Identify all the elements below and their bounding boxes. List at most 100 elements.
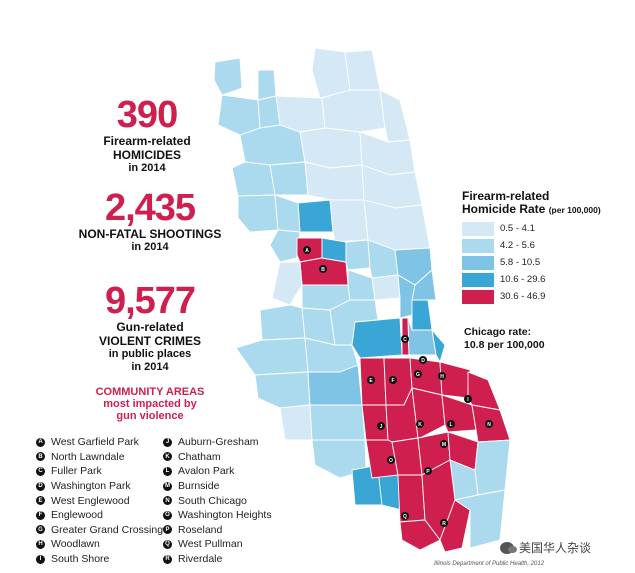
map-marker (438, 372, 446, 380)
area-region (321, 237, 347, 263)
map-marker-label: M (442, 442, 446, 448)
area-region (344, 49, 381, 91)
stat-shootings-number: 2,435 (104, 187, 196, 229)
stat-homicides-number: 390 (116, 94, 178, 136)
map-marker-label: I (467, 397, 469, 403)
area-region (411, 387, 446, 439)
area-name: Washington Heights (178, 509, 272, 522)
area-region (274, 194, 301, 233)
list-item: Q West Pullman (163, 537, 272, 552)
legend-item: 4.2 - 5.6 (462, 238, 632, 254)
legend-label: 10.6 - 29.6 (500, 274, 546, 286)
stat-violent-crimes-number: 9,577 (104, 280, 196, 322)
list-item: N South Chicago (163, 493, 272, 508)
map-marker-label: A (305, 248, 309, 254)
map-marker-label: K (418, 422, 422, 428)
area-badge: C (36, 466, 45, 476)
area-badge: B (36, 452, 45, 462)
legend-label: 30.6 - 46.9 (500, 291, 546, 303)
area-badge: P (163, 525, 172, 535)
area-region (311, 47, 351, 99)
area-name: Burnside (178, 480, 220, 493)
list-item: O Washington Heights (163, 508, 272, 523)
list-item: A West Garfield Park (36, 435, 163, 450)
map-marker-label: B (321, 267, 325, 273)
area-badge: A (36, 437, 45, 447)
area-region (379, 89, 411, 143)
map-marker-label: D (421, 358, 425, 364)
stat-shootings-line: NON-FATAL SHOOTINGS (78, 227, 222, 241)
area-name: Woodlawn (51, 538, 100, 551)
map-marker-label: P (426, 469, 430, 475)
list-item: L Avalon Park (163, 464, 272, 479)
area-region (217, 94, 261, 136)
area-region (279, 404, 313, 441)
area-badge: H (36, 539, 45, 549)
map-marker (464, 395, 472, 403)
map-marker (389, 376, 397, 384)
area-region (213, 57, 243, 96)
area-region (297, 199, 334, 233)
map-marker (424, 467, 432, 475)
area-region (439, 499, 471, 553)
area-name: South Shore (51, 553, 110, 566)
area-badge: J (163, 437, 172, 447)
area-name: Auburn-Gresham (178, 436, 259, 449)
area-badge: Q (163, 539, 172, 549)
community-heading-line: gun violence (116, 410, 184, 422)
area-badge: O (163, 510, 172, 520)
area-name: West Pullman (178, 538, 243, 551)
area-region (371, 274, 401, 301)
area-region (397, 274, 416, 319)
list-item: F Englewood (36, 508, 163, 523)
stat-homicides-line: HOMICIDES (112, 148, 181, 162)
list-item: D Washington Park (36, 479, 163, 494)
map-marker-label: R (442, 521, 446, 527)
map-marker (303, 246, 311, 254)
stat-violent-crimes-line: in public places (108, 348, 192, 360)
legend-title-unit: (per 100,000) (548, 205, 601, 215)
area-badge: E (36, 496, 45, 506)
area-region (309, 404, 366, 441)
legend-swatch (462, 255, 494, 270)
map-marker-label: N (487, 422, 491, 428)
area-region (304, 161, 365, 203)
area-region (271, 261, 303, 306)
area-name: North Lawndale (51, 450, 125, 463)
stat-homicides: 390 Firearm-related HOMICIDES in 2014 (82, 96, 212, 175)
map-marker (419, 356, 427, 364)
area-region (474, 439, 511, 496)
list-item: J Auburn-Gresham (163, 435, 272, 450)
area-region (321, 89, 386, 133)
area-badge: R (163, 554, 172, 564)
stat-homicides-line: in 2014 (128, 162, 166, 174)
list-item: M Burnside (163, 479, 272, 494)
area-name: South Chicago (178, 494, 247, 507)
stat-violent-crimes-line: in 2014 (131, 361, 169, 373)
area-region (257, 95, 281, 129)
areas-list-left: A West Garfield Park B North Lawndale C Ful… (36, 435, 163, 566)
area-name: Riverdale (178, 553, 223, 566)
map-marker (367, 376, 375, 384)
area-region (259, 304, 306, 341)
area-region (254, 371, 311, 409)
map-marker-label: Q (403, 514, 407, 520)
watermark: 美国华人杂谈 (500, 539, 591, 556)
area-region (411, 269, 437, 301)
area-region (237, 194, 279, 233)
area-region (329, 199, 369, 243)
stat-violent-crimes: 9,577 Gun-related VIOLENT CRIMES in publ… (80, 282, 220, 374)
map-legend: Firearm-related Homicide Rate (per 100,0… (462, 190, 632, 305)
area-region (345, 239, 371, 271)
area-region (361, 404, 389, 441)
area-region (231, 161, 276, 197)
area-name: Greater Grand Crossing (51, 523, 164, 536)
map-marker (440, 519, 448, 527)
list-item: H Woodlawn (36, 537, 163, 552)
map-marker (401, 335, 409, 343)
area-badge: N (163, 496, 172, 506)
stat-violent-crimes-line: VIOLENT CRIMES (98, 334, 201, 348)
legend-label: 5.8 - 10.5 (500, 257, 541, 269)
stat-shootings-line: in 2014 (131, 241, 169, 253)
